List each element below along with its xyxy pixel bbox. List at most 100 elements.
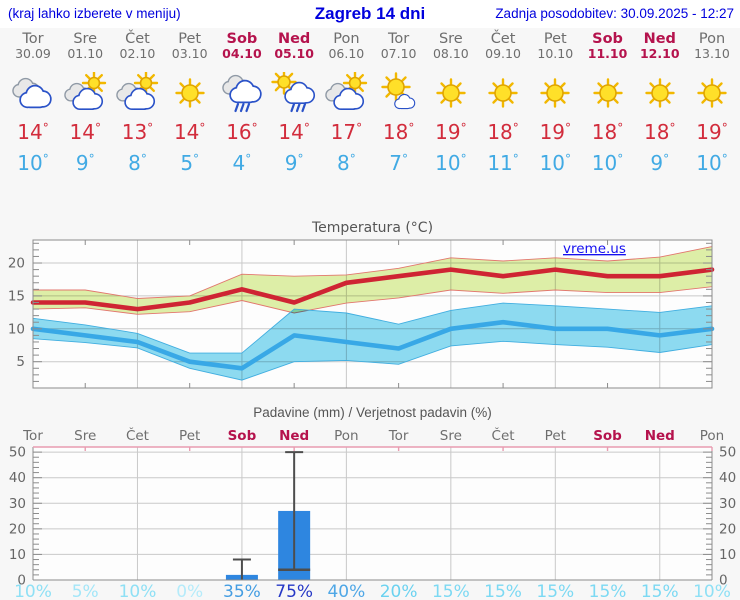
precip-day-label: Sob xyxy=(228,428,257,444)
temp-max: 13° xyxy=(121,120,154,144)
day-name: Ned xyxy=(277,31,311,47)
y-tick-label: 50 xyxy=(719,445,736,461)
day-column[interactable]: Pon 06.10 17° 8° xyxy=(320,28,372,177)
partly-cloudy-icon xyxy=(64,70,107,111)
header-bar: (kraj lahko izberete v meniju) Zagreb 14… xyxy=(0,0,740,28)
y-tick-label: 10 xyxy=(719,547,736,563)
weather-icon-slot xyxy=(634,72,686,114)
weather-icon-slot xyxy=(164,72,216,114)
temp-band xyxy=(33,303,712,381)
sun-rain-icon xyxy=(271,69,316,113)
precipitation-chart: Padavine (mm) / Verjetnost padavin (%) To… xyxy=(9,405,736,600)
day-column[interactable]: Tor 07.10 18° 7° xyxy=(373,28,425,177)
temp-min: 10° xyxy=(435,151,467,175)
cloudy-icon xyxy=(12,77,52,109)
plot-border xyxy=(32,239,713,389)
precip-probability: 15% xyxy=(641,582,679,600)
day-date: 04.10 xyxy=(222,46,262,61)
temp-line xyxy=(30,319,715,371)
y-tick-label: 30 xyxy=(719,496,736,512)
y-tick-label: 10 xyxy=(8,321,25,337)
chart-title: Temperatura (°C) xyxy=(311,220,433,236)
y-tick-label: 0 xyxy=(17,573,26,589)
temp-band-edge xyxy=(32,302,713,354)
temp-min: 9° xyxy=(75,151,95,175)
y-tick-label: 40 xyxy=(9,470,26,486)
day-name: Čet xyxy=(125,31,150,47)
day-date: 01.10 xyxy=(67,46,104,61)
day-date: 12.10 xyxy=(639,46,680,61)
vreme-watermark-link[interactable]: vreme.us xyxy=(563,241,626,257)
temp-min: 10° xyxy=(539,151,572,175)
precip-day-label: Pon xyxy=(700,428,724,444)
day-date: 11.10 xyxy=(587,46,628,61)
day-column[interactable]: Pet 03.10 14° 5° xyxy=(164,28,216,177)
precip-day-label: Pon xyxy=(334,428,358,444)
day-name: Sob xyxy=(226,31,258,47)
weather-icon-slot xyxy=(111,70,163,114)
page-title: Zagreb 14 dni xyxy=(314,4,426,23)
temp-band-edge xyxy=(32,286,713,315)
day-column[interactable]: Sre 08.10 19° 10° xyxy=(425,28,477,177)
weather-icon-slot xyxy=(268,69,320,114)
temp-max: 19° xyxy=(696,120,728,144)
temp-min: 5° xyxy=(180,151,200,175)
day-date: 06.10 xyxy=(328,46,365,61)
y-tick-label: 50 xyxy=(9,445,26,461)
precip-probability: 10% xyxy=(119,582,157,600)
day-name: Pon xyxy=(333,31,360,47)
temp-min: 9° xyxy=(284,151,304,175)
day-column[interactable]: Čet 02.10 13° 8° xyxy=(111,28,163,177)
day-column[interactable]: Pet 10.10 19° 10° xyxy=(529,28,581,177)
precip-day-label: Tor xyxy=(388,428,409,444)
rain-icon xyxy=(222,74,262,113)
weather-icon-slot xyxy=(7,72,59,114)
day-column[interactable]: Ned 12.10 18° 9° xyxy=(634,28,686,177)
day-name: Sob xyxy=(592,31,623,47)
day-column[interactable]: Ned 05.10 14° 9° xyxy=(268,28,320,177)
day-column[interactable]: Čet 09.10 18° 11° xyxy=(477,28,529,177)
weather-icon-slot xyxy=(320,70,372,114)
day-date: 02.10 xyxy=(119,46,156,61)
sunny-icon xyxy=(592,78,623,108)
precip-probability: 75% xyxy=(275,582,313,600)
precip-probability: 10% xyxy=(14,582,52,600)
precip-probability: 40% xyxy=(327,582,365,600)
partly-cloudy-icon xyxy=(325,70,368,111)
weather-icon-slot xyxy=(425,72,477,114)
day-column[interactable]: Sob 04.10 16° 4° xyxy=(216,28,268,177)
day-name: Sre xyxy=(438,31,463,47)
precip-probability: 10% xyxy=(693,582,731,600)
day-column[interactable]: Sre 01.10 14° 9° xyxy=(59,28,111,177)
precip-probability: 15% xyxy=(484,582,522,600)
day-date: 08.10 xyxy=(432,46,469,61)
weather-icon-slot xyxy=(216,72,268,114)
y-tick-label: 20 xyxy=(8,256,25,272)
precip-day-label: Tor xyxy=(22,428,43,444)
sunny-icon xyxy=(540,78,570,108)
precip-day-label: Sob xyxy=(593,428,622,444)
mostly-sunny-icon xyxy=(380,72,415,110)
temp-max: 14° xyxy=(278,120,310,144)
temp-max: 17° xyxy=(330,120,363,144)
day-column[interactable]: Sob 11.10 18° 10° xyxy=(582,28,634,177)
y-tick-label: 5 xyxy=(16,354,25,370)
precip-day-label: Čet xyxy=(492,426,515,444)
temp-min: 4° xyxy=(232,151,252,175)
temp-min: 7° xyxy=(389,151,408,175)
day-column[interactable]: Tor 30.09 14° 10° xyxy=(7,28,59,177)
weather-icon-slot xyxy=(373,72,425,114)
day-column[interactable]: Pon 13.10 19° 10° xyxy=(686,28,738,177)
precip-probability: 15% xyxy=(536,582,574,600)
day-name: Ned xyxy=(643,31,676,47)
forecast-strip: Tor 30.09 14° 10° Sre 01.10 14° 9° Čet 02.10 13° 8°… xyxy=(0,28,740,175)
temp-max: 18° xyxy=(644,120,676,144)
day-name: Tor xyxy=(387,31,410,47)
day-name: Sre xyxy=(73,31,98,47)
temp-min: 11° xyxy=(487,151,519,175)
partly-cloudy-icon xyxy=(116,70,159,111)
sunny-icon xyxy=(174,78,205,108)
precip-day-label: Pet xyxy=(545,428,566,444)
temp-min: 10° xyxy=(591,151,624,175)
